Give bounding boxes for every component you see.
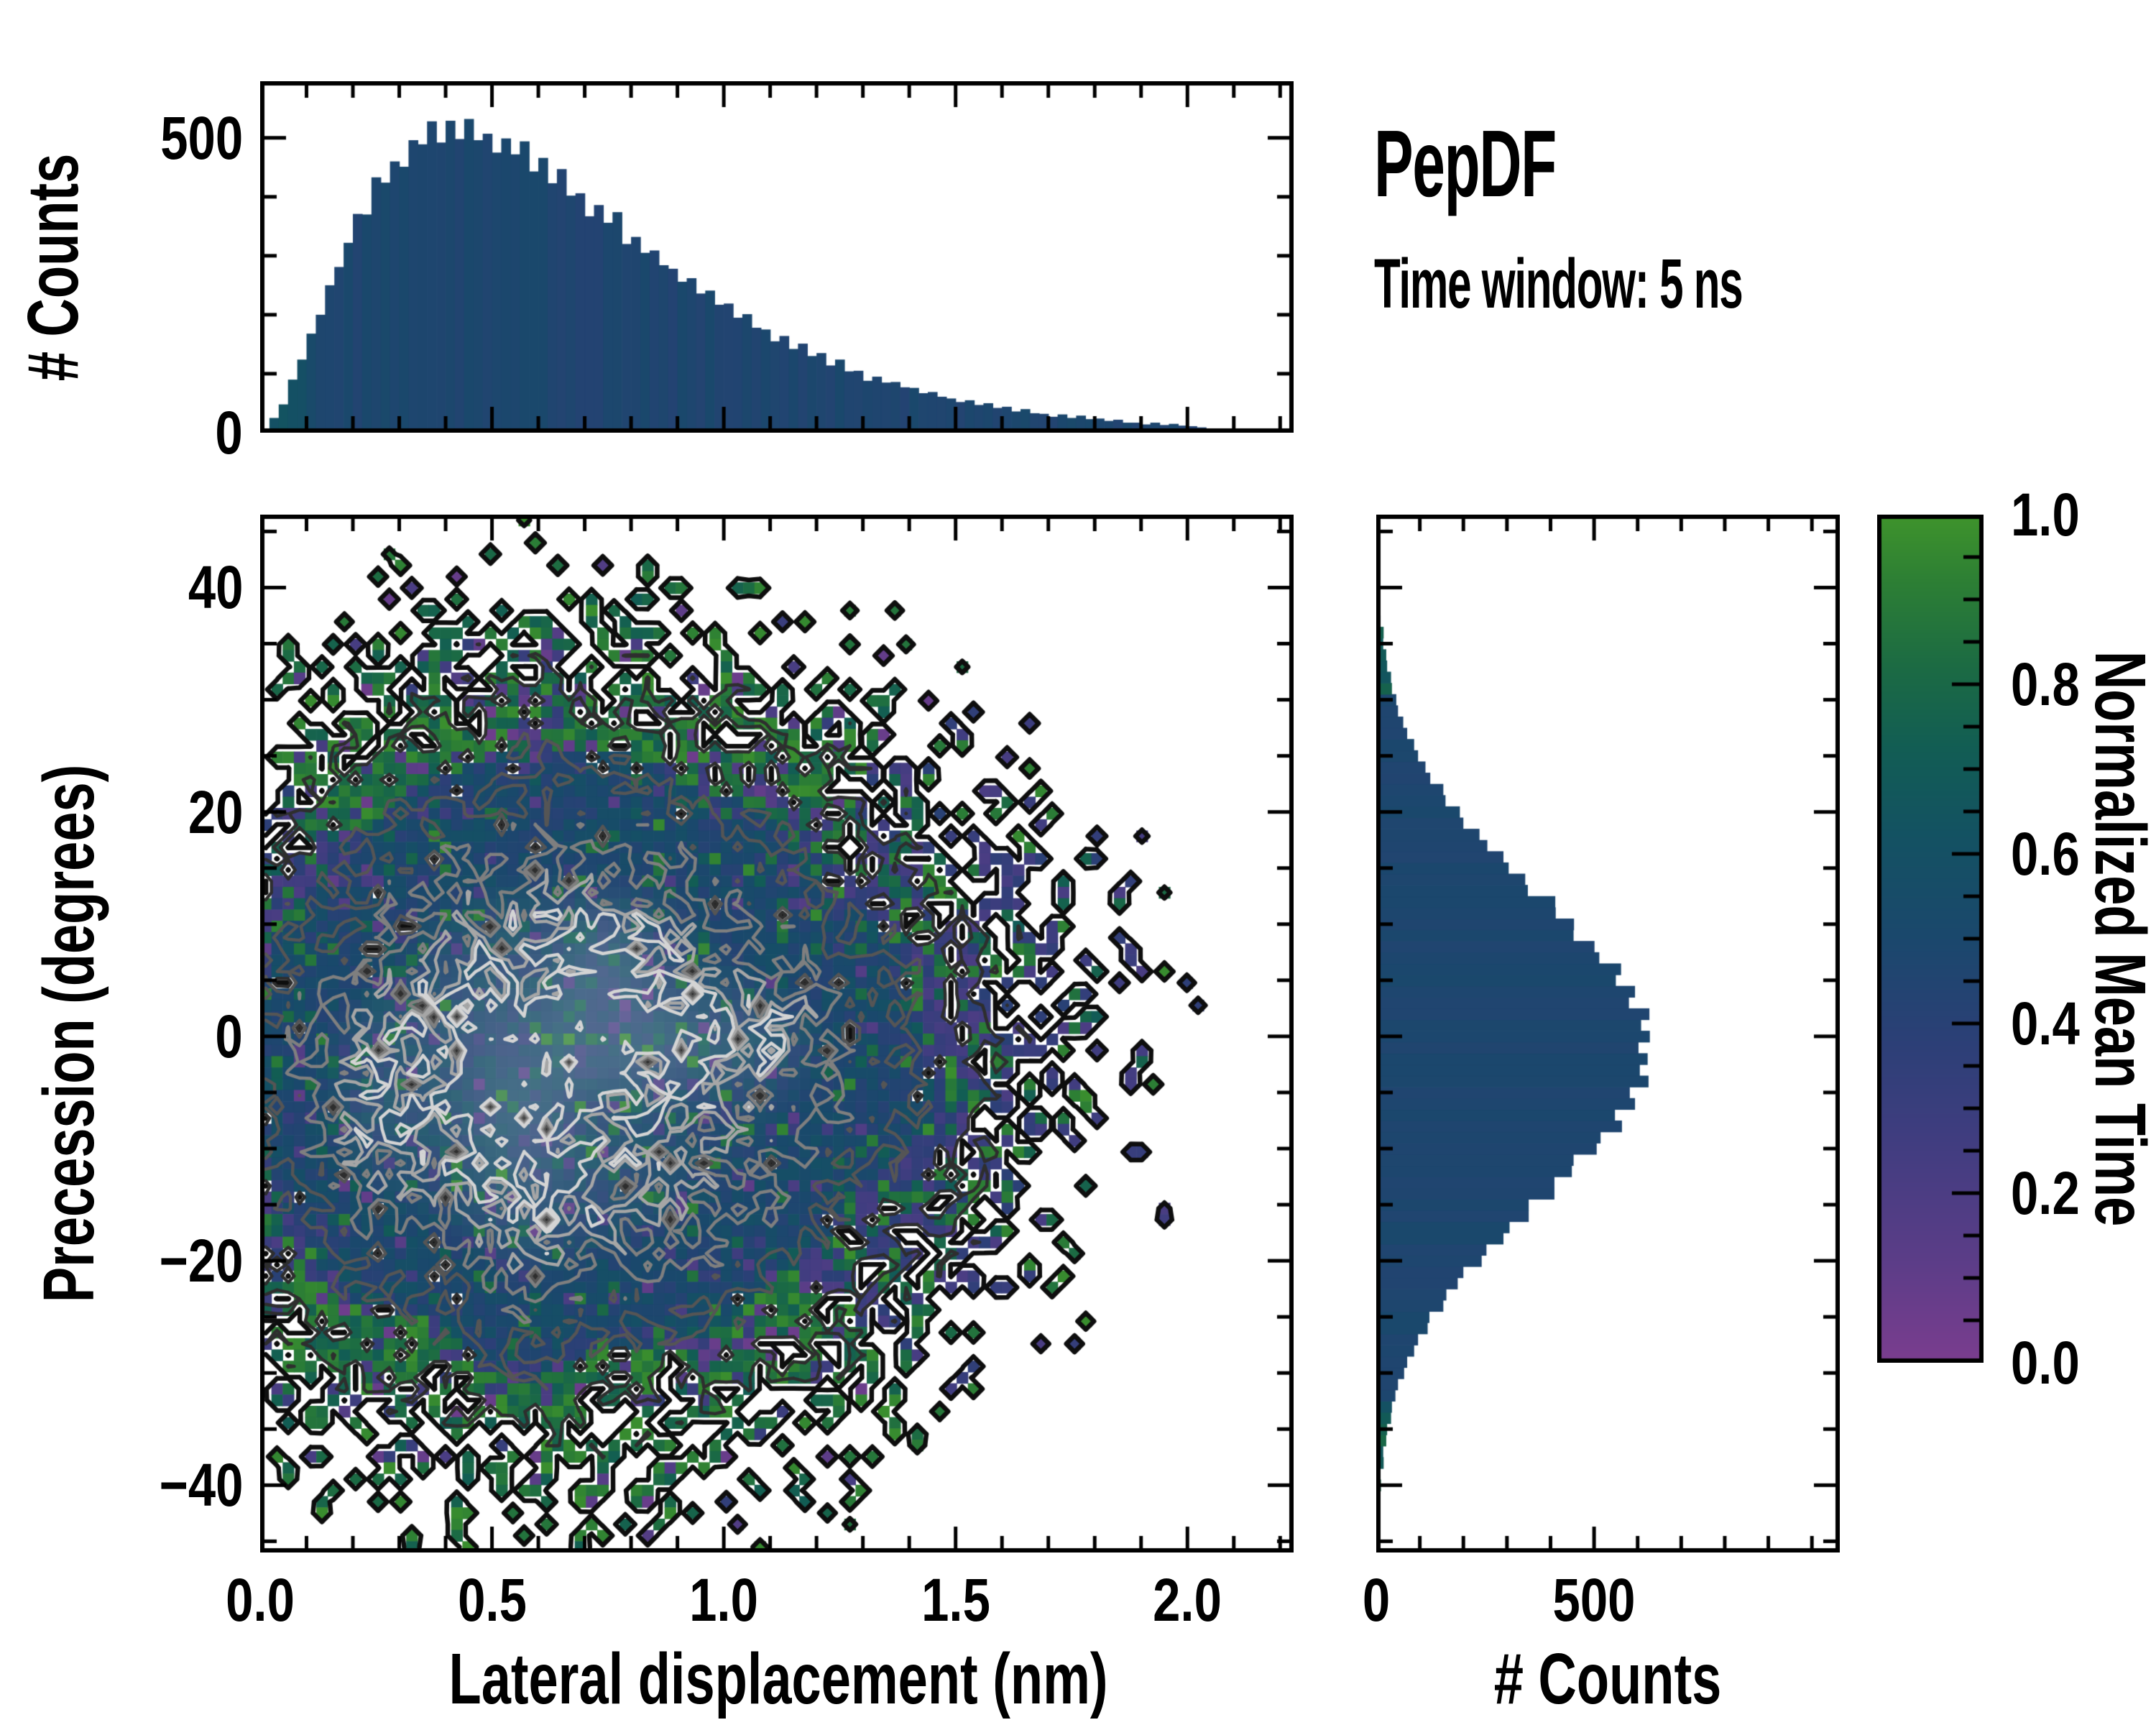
colorbar (1877, 515, 1984, 1363)
y-tick-label: −20 (159, 1227, 243, 1295)
x-tick-label: 500 (1552, 1566, 1636, 1634)
colorbar-tick-label: 0.4 (2011, 990, 2080, 1057)
x-tick-label: 1.0 (689, 1566, 759, 1634)
x-tick-label: 0.0 (226, 1566, 295, 1634)
colorbar-tick-label: 0.0 (2011, 1329, 2080, 1397)
right-histogram-x-axis-label: # Counts (1493, 1639, 1722, 1719)
joint-heatmap-panel (260, 515, 1294, 1552)
top-histogram-panel (260, 81, 1294, 433)
y-tick-label: −40 (159, 1451, 243, 1519)
x-tick-label: 0.5 (457, 1566, 527, 1634)
colorbar-tick-label: 0.8 (2011, 650, 2080, 718)
plot-title: PepDF (1374, 111, 1557, 216)
colorbar-label: Normalized Mean Time (2080, 650, 2156, 1227)
plot-subtitle: Time window: 5 ns (1374, 244, 1743, 323)
main-x-axis-label: Lateral displacement (nm) (448, 1639, 1108, 1719)
y-tick-label: 500 (160, 104, 243, 172)
y-tick-label: 40 (188, 553, 243, 622)
colorbar-tick-label: 0.2 (2011, 1159, 2080, 1227)
right-histogram-panel (1376, 515, 1840, 1552)
x-tick-label: 1.5 (921, 1566, 990, 1634)
x-tick-label: 2.0 (1153, 1566, 1222, 1634)
y-tick-label: 20 (188, 778, 243, 846)
main-y-axis-label: Precession (degrees) (29, 764, 109, 1303)
y-tick-label: 0 (215, 399, 243, 466)
top-histogram-y-axis-label: # Counts (13, 153, 93, 382)
colorbar-tick-label: 1.0 (2011, 481, 2080, 548)
x-tick-label: 0 (1362, 1566, 1391, 1634)
y-tick-label: 0 (215, 1002, 243, 1070)
colorbar-tick-label: 0.6 (2011, 820, 2080, 888)
